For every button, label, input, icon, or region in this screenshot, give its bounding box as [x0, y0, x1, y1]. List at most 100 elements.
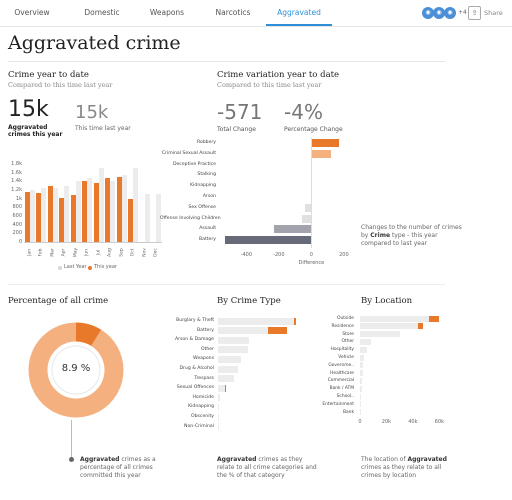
bar-all-crime: [218, 384, 226, 392]
x-tick-label: -200: [273, 252, 285, 258]
bar-all-crime: [360, 409, 361, 416]
y-tick-label: 0: [18, 239, 22, 245]
x-tick-label: 60k: [434, 419, 444, 426]
collaborator-avatar-icon[interactable]: ◉: [444, 7, 456, 19]
collaborator-avatar-icon[interactable]: ◉: [422, 7, 434, 19]
category-label: Sex Offense: [188, 204, 216, 210]
x-tick-label: Dec: [153, 248, 159, 257]
share-icon[interactable]: ⇪: [468, 6, 481, 20]
tab-overview[interactable]: Overview: [14, 8, 50, 17]
bar-this-year: [59, 197, 65, 242]
last-year-label: This time last year: [75, 125, 131, 132]
total-change-label: Total Change: [217, 126, 256, 133]
percent-change-label: Percentage Change: [284, 126, 343, 133]
category-label: Commercial: [327, 378, 354, 384]
y-tick-label: 400: [12, 221, 22, 228]
bar-all-crime: [218, 355, 242, 363]
bar-last-year: [121, 174, 127, 242]
donut-svg: [28, 322, 124, 418]
category-label: Hospitality: [330, 347, 354, 353]
x-tick-label: Apr: [61, 248, 67, 257]
bar-all-crime: [360, 354, 364, 361]
bar-this-year: [116, 177, 122, 242]
y-tick-label: 1.8k: [11, 161, 22, 167]
y-tick-label: 1.2k: [11, 187, 22, 193]
tab-weapons[interactable]: Weapons: [149, 8, 185, 17]
x-tick-label: Jun: [84, 248, 90, 257]
x-tick-label: Aug: [107, 248, 113, 257]
category-label: Stalking: [197, 172, 216, 178]
x-tick-label: 0: [309, 252, 313, 258]
x-tick-label: 0: [358, 419, 362, 426]
legend-swatch-this-year: [88, 266, 92, 270]
tab-domestic[interactable]: Domestic: [84, 8, 120, 17]
bar-this-year: [70, 195, 76, 242]
donut-slice-aggravated: [28, 322, 124, 418]
variation-bar: [225, 236, 312, 245]
category-label: Healthcare: [330, 370, 354, 376]
bar-aggravated: [225, 384, 226, 392]
variation-heading: Crime variation year to date: [217, 70, 340, 80]
bar-all-crime: [360, 401, 362, 408]
category-label: Arson & Damage: [174, 337, 214, 343]
bar-all-crime: [360, 385, 362, 392]
leader-dot: [69, 457, 74, 462]
bar-last-year: [75, 181, 81, 242]
bar-last-year: [52, 187, 58, 242]
bar-last-year: [98, 168, 104, 242]
bar-this-year: [82, 181, 88, 242]
category-label: Criminal Sexual Assault: [161, 150, 216, 156]
y-tick-label: 600: [12, 213, 22, 219]
category-label: Bank / ATM: [329, 386, 354, 392]
x-tick-label: Jul: [96, 249, 102, 256]
bar-this-year: [47, 185, 53, 242]
bar-all-crime: [218, 346, 248, 354]
variation-bar: [304, 203, 312, 212]
bar-last-year: [41, 187, 47, 242]
tab-bar: Overview Domestic Weapons Narcotics Aggr…: [0, 0, 512, 27]
bar-all-crime: [218, 327, 287, 335]
category-label: Entertainment: [322, 401, 354, 407]
bar-this-year: [24, 191, 30, 242]
bar-this-year: [36, 192, 42, 242]
by-location-heading: By Location: [361, 296, 413, 306]
category-label: Other: [341, 339, 354, 345]
bar-last-year: [29, 190, 35, 242]
crime-ytd-heading: Crime year to date: [8, 70, 89, 80]
category-label: Offense Involving Children: [160, 215, 221, 221]
tab-narcotics[interactable]: Narcotics: [215, 8, 251, 17]
category-label: Assault: [199, 226, 216, 232]
last-year-value: 15k: [75, 102, 109, 123]
category-label: Burglary & Theft: [176, 318, 214, 323]
category-label: Trespass: [194, 375, 214, 381]
category-label: Weapons: [193, 356, 214, 362]
donut-chart: 8.9 %: [28, 322, 124, 418]
bar-all-crime: [360, 315, 429, 322]
bar-this-year: [128, 198, 134, 242]
by-location-note: The location of Aggravated crimes as the…: [361, 456, 447, 479]
y-tick-label: 1k: [15, 195, 22, 202]
bar-all-crime: [360, 370, 363, 377]
bar-all-crime: [360, 331, 400, 338]
x-tick-label: 20k: [381, 419, 392, 426]
bar-all-crime: [218, 423, 219, 431]
category-label: Drug & Alcohol: [179, 366, 214, 371]
bar-this-year: [93, 183, 99, 242]
category-label: Kidnapping: [190, 183, 216, 189]
bar-all-crime: [218, 413, 219, 421]
section-divider: [8, 284, 445, 285]
bar-last-year: [156, 194, 162, 242]
bar-last-year: [110, 181, 116, 242]
collaborator-avatar-icon[interactable]: ◉: [433, 7, 445, 19]
monthly-crime-chart: 0 200 400 600 800 1k 1.2k 1.4k 1.6k 1.8k Jan Feb Mar…: [8, 160, 164, 276]
tab-aggravated[interactable]: Aggravated: [277, 8, 321, 17]
share-button[interactable]: Share: [484, 9, 503, 17]
category-label: Residence: [331, 323, 354, 329]
variation-subheading: Compared to this time last year: [217, 81, 322, 89]
category-label: Arson: [202, 194, 216, 199]
category-label: Other: [200, 346, 214, 352]
donut-value: 8.9 %: [61, 363, 91, 374]
bar-aggravated: [267, 327, 287, 335]
this-year-value: 15k: [8, 97, 49, 122]
x-tick-label: Jan: [27, 249, 33, 256]
